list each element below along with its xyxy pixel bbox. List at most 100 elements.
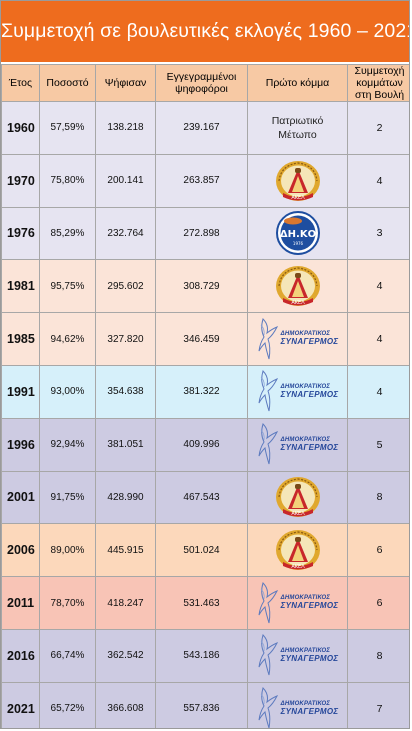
header-percent: Ποσοστό — [39, 64, 96, 102]
first-party-cell: ΔΗΜΟΚΡΑΤΙΚΟΣ ΣΥΝΑΓΕΡΜΟΣ — [247, 576, 348, 630]
registered-cell: 409.996 — [155, 417, 248, 472]
table-row: 1996 92,94% 381.051 409.996 ΔΗΜΟΚΡΑΤΙΚΟΣ ΣΥΝΑ… — [1, 417, 409, 472]
header-parties: Συμμετοχή κομμάτων στη Βουλή — [347, 64, 409, 102]
registered-cell: 263.857 — [155, 153, 248, 208]
percent-cell: 75,80% — [39, 153, 96, 208]
parties-cell: 4 — [347, 259, 409, 314]
elections-table: Έτος Ποσοστό Ψήφισαν Εγγεγραμμένοι ψηφοφ… — [1, 64, 409, 728]
parties-cell: 8 — [347, 628, 409, 683]
disy-line2: ΣΥΝΑΓΕΡΜΟΣ — [280, 706, 339, 716]
registered-cell: 531.463 — [155, 576, 248, 630]
parties-cell: 6 — [347, 576, 409, 630]
akel-logo-icon: ΑΚΕΛ — [275, 266, 320, 307]
table-row: 1991 93,00% 354.638 381.322 ΔΗΜΟΚΡΑΤΙΚΟΣ ΣΥΝΑ… — [1, 364, 409, 419]
parties-cell: 8 — [347, 470, 409, 525]
disy-figure-icon — [258, 687, 278, 728]
disy-logo: ΔΗΜΟΚΡΑΤΙΚΟΣ ΣΥΝΑΓΕΡΜΟΣ — [257, 631, 339, 677]
disy-line1: ΔΗΜΟΚΡΑΤΙΚΟΣ — [280, 331, 331, 338]
disy-figure-icon — [258, 634, 278, 676]
parties-cell: 2 — [347, 101, 409, 155]
voted-cell: 418.247 — [95, 576, 156, 630]
akel-logo-icon: ΑΚΕΛ — [275, 477, 320, 518]
disy-line1: ΔΗΜΟΚΡΑΤΙΚΟΣ — [280, 383, 331, 390]
svg-text:ΑΚΕΛ: ΑΚΕΛ — [291, 564, 305, 570]
voted-cell: 232.764 — [95, 206, 156, 261]
title-divider — [1, 62, 409, 64]
voted-cell: 362.542 — [95, 628, 156, 683]
disy-figure-icon — [258, 423, 278, 465]
header-first-party: Πρώτο κόμμα — [247, 64, 348, 102]
table-row: 2011 78,70% 418.247 531.463 ΔΗΜΟΚΡΑΤΙΚΟΣ ΣΥΝΑ… — [1, 576, 409, 630]
percent-cell: 78,70% — [39, 576, 96, 630]
disy-figure-icon — [258, 370, 278, 412]
table-row: 1960 57,59% 138.218 239.167 Πατριωτικό Μέτωπ… — [1, 101, 409, 155]
first-party-cell: ΔΗΜΟΚΡΑΤΙΚΟΣ ΣΥΝΑΓΕΡΜΟΣ — [247, 628, 348, 683]
percent-cell: 92,94% — [39, 417, 96, 472]
svg-text:ΑΚΕΛ: ΑΚΕΛ — [291, 300, 305, 306]
table-row: 2016 66,74% 362.542 543.186 ΔΗΜΟΚΡΑΤΙΚΟΣ ΣΥΝΑ… — [1, 628, 409, 683]
disy-figure-icon — [258, 317, 278, 359]
table-row: 1981 95,75% 295.602 308.729 ΑΚΕΛ 4 — [1, 259, 409, 314]
parties-cell: 5 — [347, 417, 409, 472]
table-row: 2001 91,75% 428.990 467.543 ΑΚΕΛ 8 — [1, 470, 409, 525]
disy-line1: ΔΗΜΟΚΡΑΤΙΚΟΣ — [280, 647, 331, 654]
header-registered: Εγγεγραμμένοι ψηφοφόροι — [155, 64, 248, 102]
registered-cell: 272.898 — [155, 206, 248, 261]
voted-cell: 354.638 — [95, 364, 156, 419]
voted-cell: 327.820 — [95, 312, 156, 366]
voted-cell: 295.602 — [95, 259, 156, 314]
first-party-cell: ΔΗΜΟΚΡΑΤΙΚΟΣ ΣΥΝΑΓΕΡΜΟΣ — [247, 364, 348, 419]
registered-cell: 501.024 — [155, 523, 248, 578]
svg-text:ΑΚΕΛ: ΑΚΕΛ — [291, 511, 305, 517]
disy-line1: ΔΗΜΟΚΡΑΤΙΚΟΣ — [280, 700, 331, 707]
voted-cell: 428.990 — [95, 470, 156, 525]
disy-line2: ΣΥΝΑΓΕΡΜΟΣ — [280, 601, 339, 611]
first-party-cell: ΑΚΕΛ — [247, 470, 348, 525]
svg-text:ΔΗ.ΚΟ: ΔΗ.ΚΟ — [279, 229, 315, 240]
disy-figure-icon — [258, 581, 278, 623]
header-year: Έτος — [1, 64, 40, 102]
first-party-cell: ΔΗΜΟΚΡΑΤΙΚΟΣ ΣΥΝΑΓΕΡΜΟΣ — [247, 681, 348, 728]
disy-line2: ΣΥΝΑΓΕΡΜΟΣ — [280, 442, 339, 452]
year-cell: 1976 — [1, 206, 40, 261]
disy-logo: ΔΗΜΟΚΡΑΤΙΚΟΣ ΣΥΝΑΓΕΡΜΟΣ — [257, 579, 339, 625]
first-party-cell: ΑΚΕΛ — [247, 259, 348, 314]
disy-logo: ΔΗΜΟΚΡΑΤΙΚΟΣ ΣΥΝΑΓΕΡΜΟΣ — [257, 315, 339, 361]
parties-cell: 4 — [347, 153, 409, 208]
first-party-cell: ΔΗ.ΚΟ 1976 — [247, 206, 348, 261]
year-cell: 2016 — [1, 628, 40, 683]
parties-cell: 4 — [347, 364, 409, 419]
page-title: Συμμετοχή σε βουλευτικές εκλογές 1960 – … — [1, 1, 409, 62]
disy-logo: ΔΗΜΟΚΡΑΤΙΚΟΣ ΣΥΝΑΓΕΡΜΟΣ — [257, 420, 339, 466]
percent-cell: 94,62% — [39, 312, 96, 366]
table-row: 1985 94,62% 327.820 346.459 ΔΗΜΟΚΡΑΤΙΚΟΣ ΣΥΝΑ… — [1, 312, 409, 366]
voted-cell: 366.608 — [95, 681, 156, 728]
registered-cell: 346.459 — [155, 312, 248, 366]
first-party-cell: ΑΚΕΛ — [247, 153, 348, 208]
year-cell: 1991 — [1, 364, 40, 419]
percent-cell: 95,75% — [39, 259, 96, 314]
table-row: 1970 75,80% 200.141 263.857 ΑΚΕΛ 4 — [1, 153, 409, 208]
registered-cell: 381.322 — [155, 364, 248, 419]
first-party-cell: ΔΗΜΟΚΡΑΤΙΚΟΣ ΣΥΝΑΓΕΡΜΟΣ — [247, 417, 348, 472]
percent-cell: 57,59% — [39, 101, 96, 155]
registered-cell: 543.186 — [155, 628, 248, 683]
first-party-cell: ΑΚΕΛ — [247, 523, 348, 578]
voted-cell: 200.141 — [95, 153, 156, 208]
percent-cell: 93,00% — [39, 364, 96, 419]
year-cell: 1970 — [1, 153, 40, 208]
disy-logo: ΔΗΜΟΚΡΑΤΙΚΟΣ ΣΥΝΑΓΕΡΜΟΣ — [257, 367, 339, 413]
disy-line1: ΔΗΜΟΚΡΑΤΙΚΟΣ — [280, 595, 331, 602]
table-row: 1976 85,29% 232.764 272.898 ΔΗ.ΚΟ 1976 3 — [1, 206, 409, 261]
registered-cell: 557.836 — [155, 681, 248, 728]
year-cell: 2001 — [1, 470, 40, 525]
header-voted: Ψήφισαν — [95, 64, 156, 102]
percent-cell: 91,75% — [39, 470, 96, 525]
first-party-cell: Πατριωτικό Μέτωπο — [247, 101, 348, 155]
year-cell: 2021 — [1, 681, 40, 728]
table-body: 1960 57,59% 138.218 239.167 Πατριωτικό Μέτωπ… — [1, 101, 409, 728]
parties-cell: 6 — [347, 523, 409, 578]
year-cell: 1960 — [1, 101, 40, 155]
